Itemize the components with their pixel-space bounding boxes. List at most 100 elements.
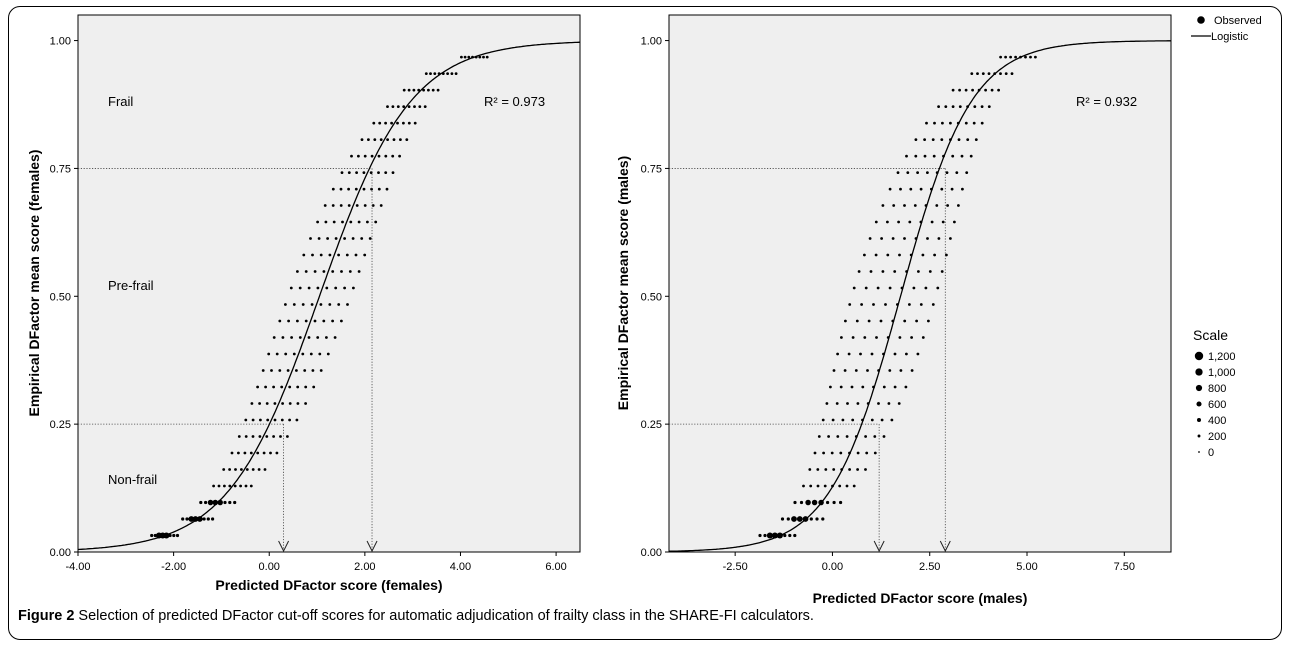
observed-point: [366, 220, 369, 224]
x-tick-label: 6.00: [545, 561, 566, 573]
observed-point: [316, 336, 320, 339]
observed-point: [826, 500, 830, 505]
legend-observed-label: Observed: [1214, 15, 1262, 27]
observed-point: [1004, 72, 1008, 75]
observed-point: [272, 385, 275, 389]
observed-point: [377, 171, 380, 175]
observed-point: [863, 336, 867, 339]
observed-point: [384, 154, 388, 158]
observed-point: [822, 451, 825, 455]
observed-point: [337, 253, 340, 257]
observed-point: [903, 319, 907, 323]
observed-point: [272, 435, 275, 438]
observed-point: [987, 105, 991, 108]
observed-point: [870, 352, 874, 356]
observed-point: [281, 402, 284, 405]
x-axis-title-females: Predicted DFactor score (females): [215, 577, 442, 593]
observed-point: [272, 336, 276, 339]
observed-point: [423, 105, 427, 108]
observed-point: [331, 270, 335, 273]
observed-point: [844, 319, 847, 323]
observed-point: [392, 138, 396, 142]
observed-point: [839, 385, 843, 389]
observed-point: [427, 88, 430, 92]
observed-point: [944, 105, 948, 108]
observed-point: [188, 516, 195, 522]
observed-point: [262, 451, 266, 455]
observed-point: [372, 121, 376, 125]
observed-point: [357, 270, 361, 273]
observed-point: [1024, 55, 1027, 59]
observed-point: [886, 253, 890, 257]
observed-point: [349, 220, 353, 224]
scale-marker: [1198, 451, 1200, 453]
observed-point: [351, 237, 355, 240]
observed-point: [348, 270, 352, 273]
observed-point: [950, 187, 954, 191]
observed-point: [251, 468, 255, 471]
observed-point: [909, 187, 913, 191]
observed-point: [244, 484, 248, 488]
observed-point: [856, 451, 860, 455]
observed-point: [286, 369, 290, 372]
scale-marker: [1197, 434, 1201, 438]
observed-point: [347, 204, 351, 207]
observed-point: [791, 516, 797, 522]
observed-point: [319, 253, 323, 257]
scale-label: 800: [1208, 383, 1226, 395]
observed-point: [367, 138, 370, 142]
observed-point: [912, 286, 916, 290]
region-label-non-frail: Non-frail: [108, 472, 157, 487]
observed-point: [923, 154, 927, 158]
observed-point: [307, 336, 311, 339]
observed-point: [914, 154, 918, 158]
observed-point: [999, 72, 1002, 75]
observed-point: [384, 171, 388, 175]
observed-point: [876, 286, 880, 290]
observed-point: [856, 402, 860, 405]
observed-point: [914, 138, 918, 142]
observed-point: [234, 468, 237, 471]
observed-point: [417, 88, 421, 92]
observed-point: [815, 517, 819, 521]
observed-point: [384, 121, 387, 125]
observed-point: [940, 270, 944, 273]
scale-marker: [1195, 368, 1203, 376]
observed-point: [903, 204, 906, 207]
observed-point: [805, 499, 811, 506]
observed-point: [905, 352, 908, 356]
observed-point: [228, 468, 232, 471]
observed-point: [257, 468, 261, 471]
observed-point: [880, 418, 884, 422]
observed-point: [485, 55, 489, 59]
observed-point: [890, 418, 894, 422]
observed-point: [482, 55, 485, 59]
observed-point: [874, 253, 878, 257]
observed-point: [786, 517, 790, 521]
observed-point: [284, 352, 288, 356]
scale-label: 600: [1208, 399, 1226, 411]
observed-point: [370, 187, 373, 191]
observed-point: [1004, 55, 1007, 59]
observed-point: [259, 418, 262, 422]
observed-point: [924, 286, 928, 290]
observed-point: [307, 286, 311, 290]
observed-point: [230, 451, 234, 455]
observed-point: [402, 105, 406, 108]
observed-point: [363, 154, 367, 158]
observed-point: [851, 418, 855, 422]
observed-point: [240, 468, 243, 471]
observed-point: [874, 220, 878, 224]
observed-point: [301, 303, 305, 306]
observed-point: [881, 204, 885, 207]
legend-logistic-label: Logistic: [1211, 31, 1249, 43]
observed-point: [816, 468, 820, 471]
observed-point: [981, 72, 985, 75]
observed-point: [783, 533, 787, 538]
observed-point: [264, 385, 267, 389]
observed-point: [412, 88, 416, 92]
observed-point: [244, 435, 248, 438]
observed-point: [331, 204, 335, 207]
scale-marker: [1196, 401, 1202, 407]
observed-point: [845, 484, 849, 488]
